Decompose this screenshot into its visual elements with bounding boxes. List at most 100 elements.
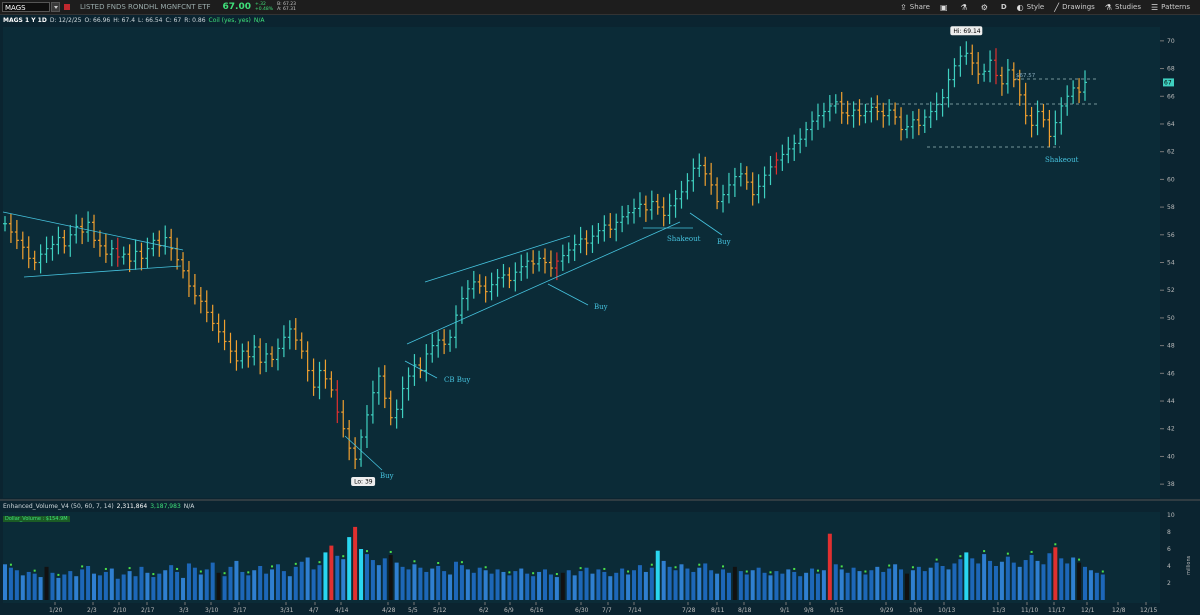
volume-bar: [103, 571, 108, 600]
channel-lower-trendline: [406, 221, 681, 345]
volume-bar: [157, 573, 162, 600]
volume-bar: [453, 561, 458, 600]
ohlc-bar: [620, 205, 625, 233]
ohlc-bar: [293, 318, 298, 350]
volume-bar: [667, 566, 672, 600]
studies-button[interactable]: ⚗ Studies: [1105, 3, 1141, 12]
volume-bar: [774, 571, 779, 600]
ohlc-bar: [157, 230, 162, 257]
volume-bar: [1083, 566, 1087, 600]
volume-bar: [1077, 562, 1082, 600]
volume-tick-label: 6: [1167, 546, 1171, 553]
ohlc-bar: [198, 287, 203, 314]
volume-bar: [548, 574, 553, 600]
period-button[interactable]: D: [1001, 3, 1007, 11]
volume-dot: [104, 567, 107, 570]
ohlc-bar: [453, 305, 458, 349]
volume-bar: [281, 571, 286, 600]
symbol-dropdown-icon[interactable]: [51, 2, 60, 12]
volume-bar: [857, 571, 862, 600]
ohlc-bar: [133, 239, 138, 270]
volume-bar: [572, 575, 577, 600]
volume-bar: [133, 576, 138, 600]
volume-bar: [685, 568, 690, 600]
ohlc-bar: [341, 400, 346, 438]
volume-dot: [1078, 558, 1081, 561]
triangle-upper-trendline: [2, 211, 184, 251]
ohlc-bar: [1005, 59, 1010, 94]
info-open: O: 66.96: [84, 16, 111, 24]
ohlc-bar: [756, 174, 761, 204]
ohlc-bar: [370, 380, 375, 424]
ohlc-bar: [738, 162, 743, 187]
ohlc-bar: [424, 344, 429, 382]
volume-unit-label: millions: [1186, 555, 1192, 575]
ohlc-bar: [970, 44, 975, 76]
volume-bar: [726, 572, 731, 600]
volume-study-name[interactable]: Enhanced_Volume_V4 (50, 60, 7, 14): [3, 503, 114, 510]
date-tick-label: 2/10: [113, 607, 127, 614]
date-tick-label: 1/20: [49, 607, 63, 614]
ohlc-bar: [38, 244, 43, 274]
flask-button[interactable]: ⚗: [961, 3, 971, 12]
price-tick-label: 40: [1167, 453, 1175, 460]
ohlc-bar: [661, 197, 666, 227]
volume-dot: [1101, 570, 1104, 573]
ohlc-bar: [74, 214, 79, 244]
volume-bar: [32, 573, 37, 600]
ohlc-bar: [109, 239, 114, 267]
link-color-icon[interactable]: [64, 4, 70, 10]
volume-bar: [596, 569, 601, 600]
patterns-label: Patterns: [1161, 3, 1190, 11]
volume-bar: [756, 567, 761, 600]
pct-change: +0.48%: [254, 7, 274, 12]
ohlc-bar: [317, 361, 322, 400]
ohlc-bar: [525, 252, 530, 279]
volume-bar: [643, 571, 648, 600]
price-gridlines: [0, 27, 1200, 603]
date-tick-label: 6/16: [530, 607, 544, 614]
chart-title[interactable]: MAGS 1 Y 1D: [3, 16, 47, 24]
volume-bar: [869, 570, 874, 600]
ohlc-bar: [768, 155, 773, 186]
ohlc-bar: [958, 46, 963, 77]
volume-bar: [204, 569, 209, 600]
volume-dot: [532, 572, 535, 575]
style-button[interactable]: ◐ Style: [1017, 3, 1045, 12]
volume-dot: [864, 570, 867, 573]
volume-bar: [359, 549, 364, 600]
grid-button[interactable]: ▣: [940, 3, 951, 12]
patterns-button[interactable]: ☰ Patterns: [1151, 3, 1190, 12]
volume-bar: [275, 564, 280, 600]
share-button[interactable]: ⇪ Share: [900, 3, 930, 12]
ohlc-bar: [982, 63, 987, 82]
ohlc-bar: [940, 88, 945, 117]
ohlc-bar: [643, 195, 648, 222]
volume-bar: [68, 571, 73, 600]
volume-bar: [738, 571, 743, 600]
ohlc-bar: [412, 354, 417, 386]
ohlc-bar: [62, 229, 67, 254]
volume-dot: [722, 565, 725, 568]
volume-bar: [477, 567, 482, 600]
volume-bar: [228, 566, 233, 600]
ohlc-bar: [934, 92, 939, 121]
ohlc-bar: [697, 153, 702, 178]
buy-annotation: Buy: [380, 472, 394, 480]
ohlc-bar: [774, 152, 779, 175]
date-tick-label: 11/3: [992, 607, 1006, 614]
settings-button[interactable]: ⚙: [981, 3, 991, 12]
symbol-input[interactable]: MAGS: [2, 2, 50, 12]
volume-bar: [74, 576, 79, 600]
ohlc-bar: [270, 346, 275, 368]
volume-bar: [893, 564, 898, 600]
price-tick-label: 70: [1167, 38, 1175, 45]
drawings-button[interactable]: ╱ Drawings: [1054, 3, 1095, 12]
ohlc-bar: [554, 252, 559, 281]
price-tick-label: 38: [1167, 481, 1175, 488]
volume-dot: [793, 567, 796, 570]
volume-bar: [762, 572, 767, 600]
ohlc-bar: [1035, 100, 1040, 136]
ohlc-bar: [667, 193, 672, 225]
